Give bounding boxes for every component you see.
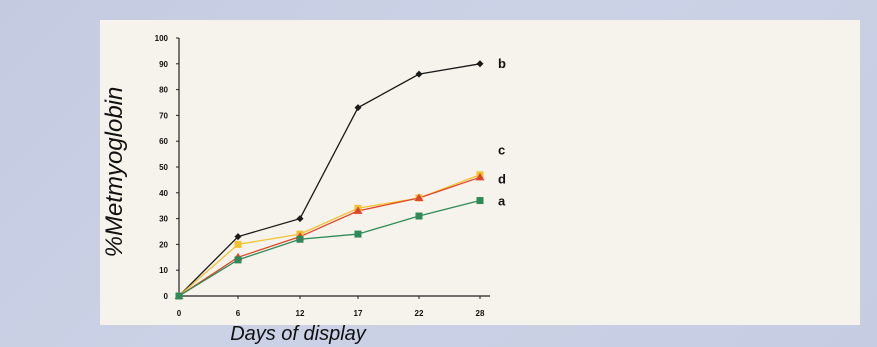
series-label-d: d [498,171,506,186]
data-point-d [414,193,424,201]
series-label-b: b [498,56,506,71]
y-axis-ticks: 0 10 20 30 40 50 60 70 80 90 100 [155,34,179,301]
data-point-d [353,206,363,214]
data-point-b [354,104,362,112]
y-axis-title: %Metmyoglobin [101,87,128,258]
y-tick-label: 10 [159,266,168,275]
series-markers [174,60,485,300]
data-point-a [476,197,484,205]
y-tick-label: 90 [159,60,168,69]
x-tick-label: 17 [354,309,363,318]
y-tick-label: 50 [159,163,168,172]
y-tick-label: 80 [159,86,168,95]
x-tick-label: 22 [415,309,424,318]
data-point-a [354,230,362,238]
y-tick-label: 20 [159,240,168,249]
series-line-b [178,63,481,297]
y-tick-label: 30 [159,215,168,224]
series-line-d [178,176,481,297]
data-point-b [476,60,484,68]
data-point-d [475,172,485,181]
y-tick-label: 40 [159,189,168,198]
data-point-a [415,212,423,220]
series-line-a [178,199,481,297]
x-axis-ticks: 0 6 12 17 22 28 [177,296,485,318]
data-point-a [234,256,242,264]
series-label-c: c [498,143,505,158]
x-tick-label: 0 [177,309,182,318]
data-point-c [234,240,242,248]
series-labels: b cda [498,56,506,209]
series-lines [178,63,481,297]
series-label-a: a [498,194,506,209]
data-point-b [415,70,423,78]
y-tick-label: 70 [159,111,168,120]
data-point-a [175,292,183,300]
y-tick-label: 0 [164,292,169,301]
data-point-b [296,215,304,223]
y-tick-label: 60 [159,137,168,146]
y-tick-label: 100 [155,34,169,43]
data-point-b [234,233,242,241]
x-tick-label: 6 [236,309,241,318]
data-point-a [296,235,304,243]
x-tick-label: 12 [296,309,305,318]
x-tick-label: 28 [476,309,485,318]
x-axis-title: Days of display [230,323,367,345]
axes [178,38,490,297]
